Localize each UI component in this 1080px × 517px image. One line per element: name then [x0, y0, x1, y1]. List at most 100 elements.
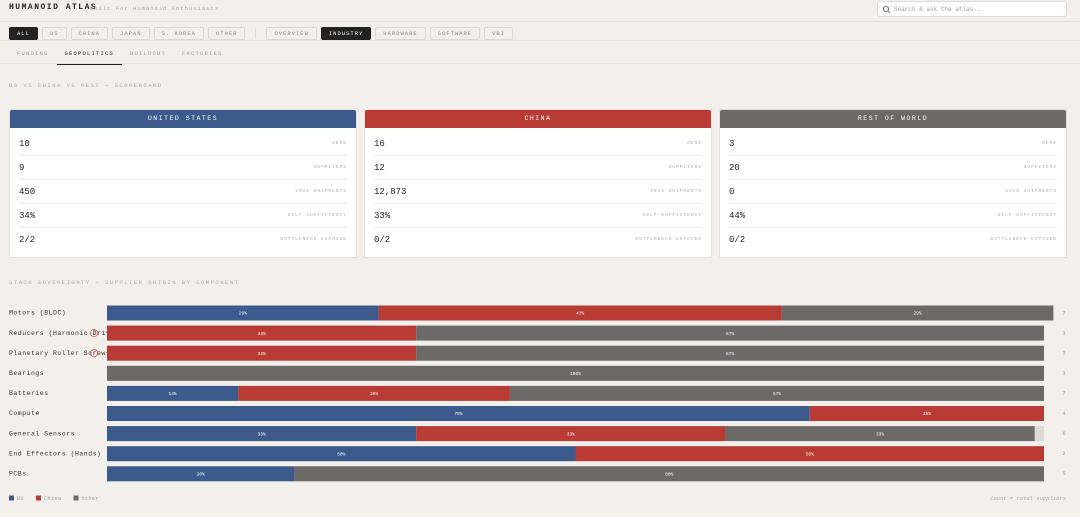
segment-label: 57% [773, 391, 781, 397]
alert-symbol: ! [92, 331, 95, 337]
search-placeholder: Search & ask the atlas... [894, 5, 985, 13]
tab[interactable]: BUILDOUT [130, 50, 167, 57]
card-header: REST OF WORLD [720, 110, 1066, 128]
metric-row: 20 SUPPLIERS [729, 156, 1057, 180]
segment-label: 43% [576, 311, 584, 317]
segment-label: 33% [258, 331, 266, 337]
bar-segment [509, 385, 1044, 401]
card-body: 10 OEMS 9 SUPPLIERS 450 2025 SHIPMENTS 34% SELF… [10, 128, 356, 251]
metric-label: BOTTLENECK EXPOSED [280, 237, 347, 242]
count-label: 7 [1062, 391, 1065, 397]
metric-value: 20 [729, 162, 740, 173]
search-box[interactable]: Search & ask the atlas... [877, 1, 1067, 17]
category-label: Motors (BLDC) [9, 310, 66, 317]
metric-value: 33% [374, 210, 391, 221]
metric-label: BOTTLENECK EXPOSED [635, 237, 702, 242]
metric-label: 2025 SHIPMENTS [295, 189, 347, 194]
segment-label: 50% [337, 451, 345, 457]
filter-pill[interactable]: CHINA [70, 27, 109, 40]
score-card: REST OF WORLD 3 OEMS 20 SUPPLIERS 0 2025 SHIPM… [719, 109, 1067, 258]
metric-value: 10 [19, 138, 30, 149]
bar-segment [107, 446, 576, 462]
metric-row: 34% SELF-SUFFICIENCY [19, 204, 347, 228]
metric-value: 3 [729, 138, 735, 149]
app-title: HUMANOID ATLAS [9, 3, 98, 12]
bar-segment [575, 446, 1044, 462]
filter-bar: ALL US CHINA JAPAN S. KOREA OTHER OVERVIEW INDU… [9, 27, 513, 40]
count-label: 2 [1062, 451, 1065, 457]
filter-pill[interactable]: ALL [9, 27, 38, 40]
segment-label: 67% [726, 331, 734, 337]
segment-label: 14% [169, 391, 177, 397]
metric-value: 12,873 [374, 186, 407, 197]
count-label: 5 [1062, 471, 1065, 477]
metric-label: 2025 SHIPMENTS [1005, 189, 1057, 194]
view-pill[interactable]: HARDWARE [375, 27, 426, 40]
bar-segment [294, 466, 1044, 482]
view-pill[interactable]: SOFTWARE [429, 27, 481, 40]
metric-value: 450 [19, 186, 36, 197]
category-label: Reducers (Harmonic Drive) [9, 330, 119, 337]
segment-label: 33% [258, 431, 266, 437]
metric-label: SUPPLIERS [668, 165, 702, 170]
metric-row: 2/2 BOTTLENECK EXPOSED [19, 228, 347, 251]
segment-label: 29% [913, 311, 921, 317]
score-card: CHINA 16 OEMS 12 SUPPLIERS 12,873 2025 SHIPMEN… [364, 109, 712, 258]
search-icon [882, 5, 891, 14]
alert-symbol: ! [92, 351, 95, 357]
category-label: PCBs [9, 471, 27, 478]
legend-swatch [36, 495, 42, 501]
metric-value: 44% [729, 210, 746, 221]
metric-row: 0/2 BOTTLENECK EXPOSED [374, 228, 702, 251]
category-label: Compute [9, 410, 40, 417]
filter-pill[interactable]: JAPAN [112, 27, 150, 40]
category-label: General Sensors [9, 430, 75, 437]
metric-value: 16 [374, 138, 385, 149]
bar-segment [107, 406, 810, 421]
legend-swatch [9, 495, 14, 501]
metric-label: BOTTLENECK EXPOSED [990, 237, 1057, 242]
bar-segment [107, 385, 239, 401]
filter-pill[interactable]: OTHER [207, 27, 246, 40]
legend-label: Other [82, 496, 100, 502]
metric-label: 2025 SHIPMENTS [650, 189, 702, 194]
segment-label: 33% [258, 351, 266, 357]
bar-segment [416, 426, 726, 442]
metric-label: OEMS [1042, 141, 1057, 146]
metric-row: 10 OEMS [19, 132, 347, 156]
legend-label: China [44, 496, 62, 502]
divider [0, 40, 1080, 41]
tab-bar: FUNDING GEOPOLITICS BUILDOUT FACTORIES [9, 47, 231, 65]
category-label: Bearings [9, 370, 44, 377]
segment-label: 25% [923, 411, 931, 417]
count-label: 3 [1062, 330, 1065, 336]
view-pill[interactable]: OVERVIEW [266, 27, 317, 40]
segment-label: 75% [454, 411, 462, 417]
card-header: UNITED STATES [10, 110, 356, 128]
score-card: UNITED STATES 10 OEMS 9 SUPPLIERS 450 2025 SHI… [9, 109, 357, 258]
tagline: Built For Humanoid Enthusiasts [90, 5, 220, 12]
metric-label: SELF-SUFFICIENCY [287, 213, 347, 218]
count-label: 3 [1062, 351, 1065, 357]
tab[interactable]: GEOPOLITICS [56, 47, 123, 65]
filter-pill[interactable]: US [41, 27, 67, 40]
divider [0, 63, 1080, 64]
view-pill[interactable]: VBI [484, 27, 513, 40]
bar-segment [416, 345, 1045, 361]
card-body: 3 OEMS 20 SUPPLIERS 0 2025 SHIPMENTS 44% SELF-S… [720, 128, 1066, 251]
metric-row: 450 2025 SHIPMENTS [19, 180, 347, 204]
tab[interactable]: FACTORIES [182, 50, 223, 57]
segment-label: 80% [665, 471, 673, 477]
tab[interactable]: FUNDING [17, 50, 49, 57]
metric-row: 0 2025 SHIPMENTS [729, 180, 1057, 204]
metric-value: 0 [729, 186, 735, 197]
segment-label: 67% [726, 351, 734, 357]
metric-label: SUPPLIERS [1023, 165, 1057, 170]
bar-segment [238, 385, 510, 401]
metric-label: OEMS [332, 141, 347, 146]
filter-pill[interactable]: S. KOREA [153, 27, 204, 40]
view-pill[interactable]: INDUSTRY [320, 27, 372, 40]
divider [0, 21, 1080, 22]
